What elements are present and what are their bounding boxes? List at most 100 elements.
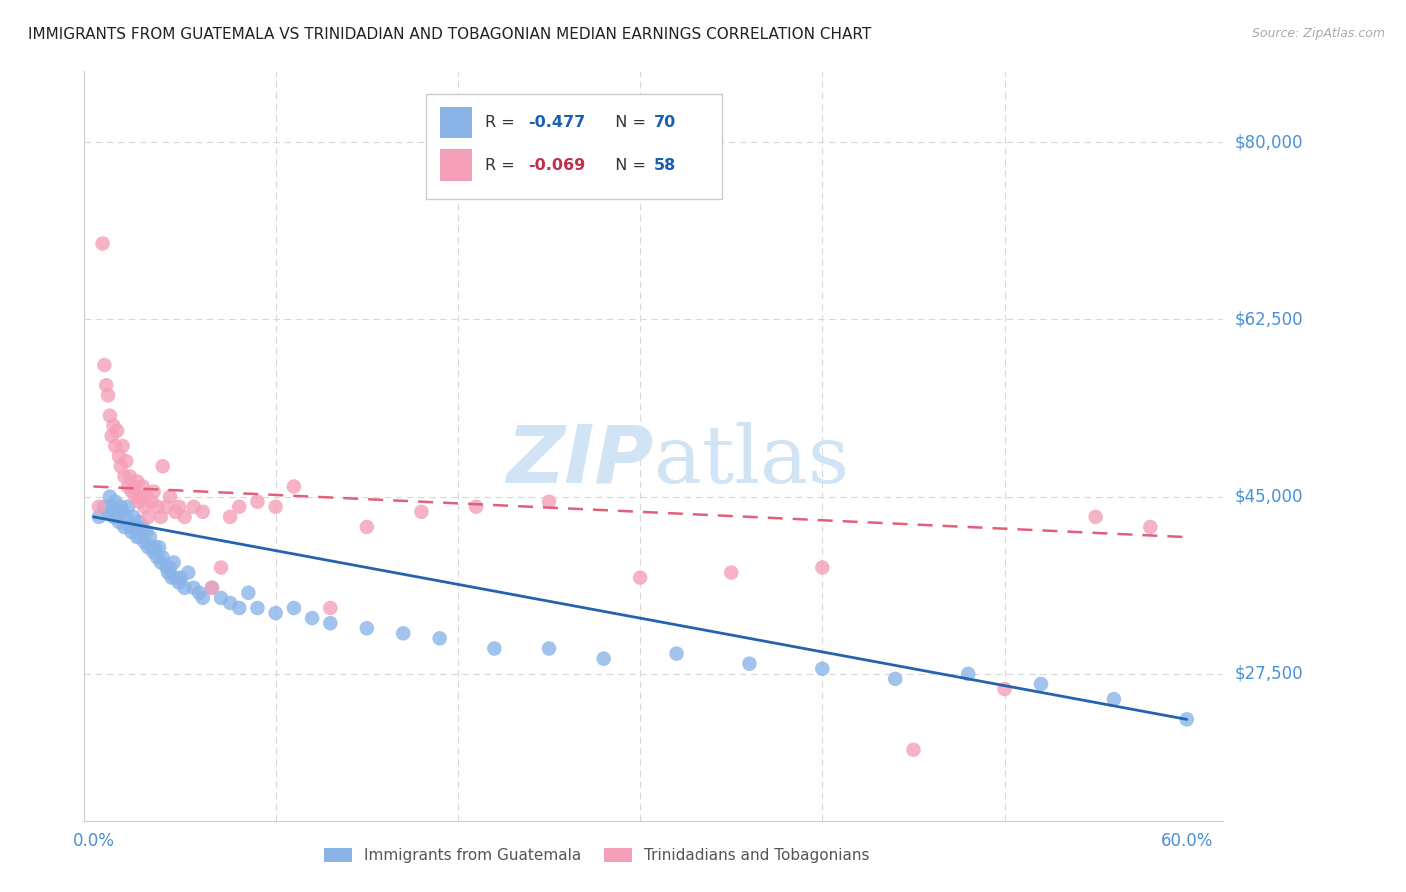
Point [201, 581, 224, 595]
Point [628, 571, 651, 585]
Point [149, 556, 172, 570]
Point [283, 601, 305, 615]
Point [124, 490, 146, 504]
Point [142, 545, 165, 559]
Point [134, 500, 156, 514]
Point [96, 378, 118, 392]
Point [1139, 520, 1161, 534]
Point [141, 494, 163, 508]
Point [1102, 692, 1125, 706]
Point [129, 530, 152, 544]
Point [100, 500, 122, 514]
Point [128, 515, 150, 529]
Point [165, 571, 187, 585]
Text: IMMIGRANTS FROM GUATEMALA VS TRINIDADIAN AND TOBAGONIAN MEDIAN EARNINGS CORRELAT: IMMIGRANTS FROM GUATEMALA VS TRINIDADIAN… [28, 27, 872, 42]
Point [537, 641, 560, 656]
Point [110, 459, 132, 474]
Text: atlas: atlas [654, 422, 849, 500]
Text: $80,000: $80,000 [1234, 133, 1303, 152]
Point [149, 509, 172, 524]
Point [264, 606, 287, 620]
Point [811, 560, 834, 574]
Point [392, 626, 415, 640]
Point [104, 494, 127, 508]
Point [152, 459, 174, 474]
Point [135, 524, 157, 539]
Point [110, 500, 132, 514]
Point [720, 566, 742, 580]
Legend: Immigrants from Guatemala, Trinidadians and Tobagonians: Immigrants from Guatemala, Trinidadians … [318, 842, 876, 869]
FancyBboxPatch shape [440, 149, 471, 181]
Point [127, 530, 149, 544]
Point [209, 591, 232, 605]
Point [145, 541, 167, 555]
Point [142, 484, 165, 499]
Point [117, 500, 139, 514]
Point [136, 541, 159, 555]
Point [903, 743, 925, 757]
Point [87, 500, 110, 514]
Point [115, 454, 138, 468]
Point [128, 494, 150, 508]
Point [159, 560, 181, 574]
Point [173, 509, 195, 524]
Text: $27,500: $27,500 [1234, 665, 1303, 682]
Point [121, 484, 143, 499]
Point [114, 520, 136, 534]
Point [167, 575, 190, 590]
Point [93, 358, 115, 372]
Point [117, 479, 139, 493]
Point [146, 500, 169, 514]
Point [136, 509, 159, 524]
Point [1029, 677, 1052, 691]
Text: 70: 70 [654, 115, 676, 130]
Point [228, 500, 250, 514]
Text: ZIP: ZIP [506, 422, 654, 500]
Point [115, 509, 138, 524]
Point [228, 601, 250, 615]
Point [104, 439, 127, 453]
Point [152, 550, 174, 565]
Point [131, 520, 153, 534]
Point [993, 681, 1015, 696]
Point [134, 535, 156, 549]
Point [122, 479, 145, 493]
Point [135, 490, 157, 504]
Point [319, 601, 342, 615]
Point [219, 509, 242, 524]
Point [1175, 712, 1198, 726]
Point [103, 418, 125, 433]
Point [957, 666, 980, 681]
Text: $62,500: $62,500 [1234, 310, 1303, 328]
Point [111, 439, 134, 453]
Point [127, 475, 149, 489]
Text: -0.069: -0.069 [529, 158, 586, 172]
Point [411, 505, 433, 519]
Point [97, 505, 120, 519]
Point [191, 505, 214, 519]
Point [319, 616, 342, 631]
Point [93, 500, 115, 514]
Point [131, 479, 153, 493]
Point [146, 550, 169, 565]
Text: $45,000: $45,000 [1234, 488, 1303, 506]
Point [108, 449, 131, 463]
Point [173, 581, 195, 595]
Point [188, 586, 211, 600]
Point [98, 409, 121, 423]
Point [170, 571, 193, 585]
Point [114, 469, 136, 483]
Point [100, 429, 122, 443]
Point [665, 647, 688, 661]
Point [98, 490, 121, 504]
Point [283, 479, 305, 493]
Point [155, 560, 177, 574]
Point [105, 509, 128, 524]
Point [191, 591, 214, 605]
Text: N =: N = [605, 115, 651, 130]
Point [165, 505, 187, 519]
Point [163, 556, 186, 570]
Point [87, 509, 110, 524]
Point [118, 520, 141, 534]
Point [122, 509, 145, 524]
